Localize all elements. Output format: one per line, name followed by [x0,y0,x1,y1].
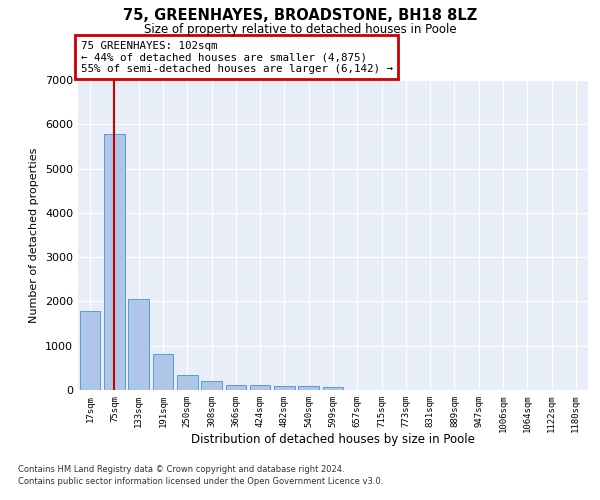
Text: Contains HM Land Registry data © Crown copyright and database right 2024.: Contains HM Land Registry data © Crown c… [18,466,344,474]
Bar [226,384,246,390]
Text: Distribution of detached houses by size in Poole: Distribution of detached houses by size … [191,432,475,446]
Bar [80,311,100,390]
Bar [250,385,271,390]
Bar [201,381,222,390]
Bar [274,386,295,390]
Bar [298,386,319,390]
Y-axis label: Number of detached properties: Number of detached properties [29,148,40,322]
Bar [177,375,197,390]
Text: 75 GREENHAYES: 102sqm
← 44% of detached houses are smaller (4,875)
55% of semi-d: 75 GREENHAYES: 102sqm ← 44% of detached … [80,40,392,74]
Text: 75, GREENHAYES, BROADSTONE, BH18 8LZ: 75, GREENHAYES, BROADSTONE, BH18 8LZ [123,8,477,22]
Text: Contains public sector information licensed under the Open Government Licence v3: Contains public sector information licen… [18,477,383,486]
Bar [128,299,149,390]
Text: Size of property relative to detached houses in Poole: Size of property relative to detached ho… [143,22,457,36]
Bar [323,386,343,390]
Bar [104,134,125,390]
Bar [152,354,173,390]
